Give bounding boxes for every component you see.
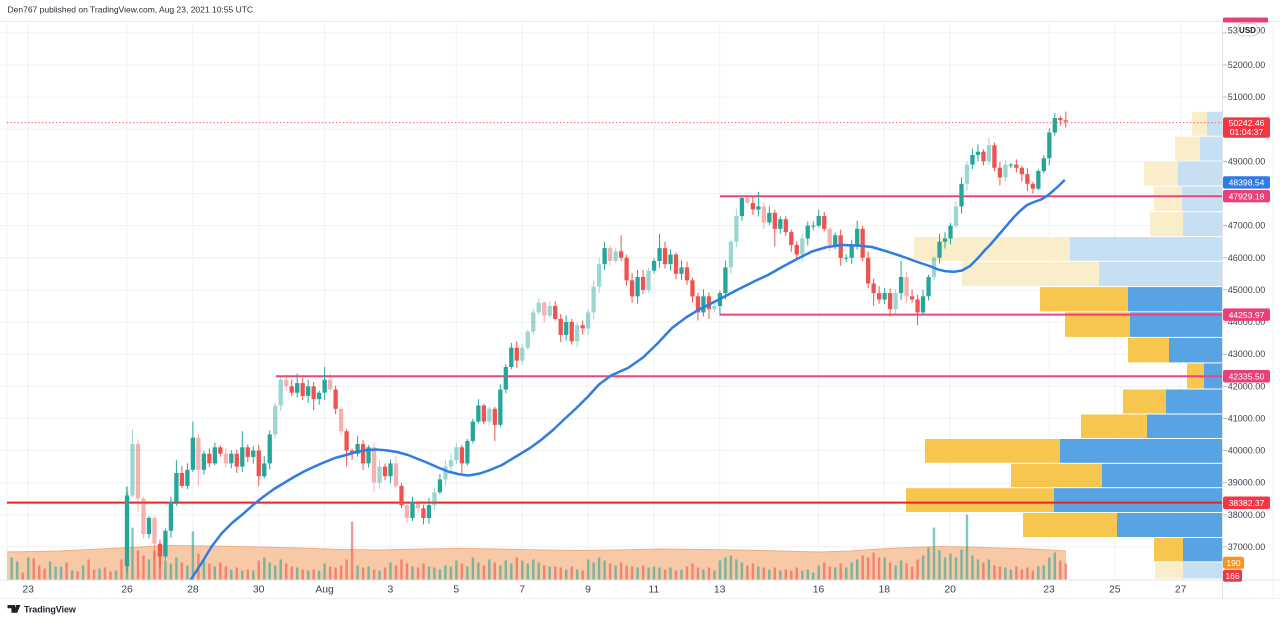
svg-text:42335.50: 42335.50 [1229, 371, 1265, 381]
svg-text:50242.46: 50242.46 [1229, 118, 1265, 128]
svg-text:5: 5 [453, 585, 459, 596]
svg-text:25: 25 [1109, 585, 1121, 596]
svg-text:28: 28 [187, 585, 199, 596]
svg-text:23: 23 [22, 585, 34, 596]
svg-text:38000.00: 38000.00 [1228, 510, 1266, 520]
svg-text:16: 16 [813, 585, 825, 596]
svg-text:30: 30 [253, 585, 265, 596]
svg-text:7: 7 [519, 585, 525, 596]
svg-text:18: 18 [879, 585, 891, 596]
svg-text:23: 23 [1043, 585, 1055, 596]
svg-text:3: 3 [388, 585, 394, 596]
svg-text:42000.00: 42000.00 [1228, 381, 1266, 391]
svg-text:27: 27 [1175, 585, 1187, 596]
svg-text:01:04:37: 01:04:37 [1230, 127, 1264, 137]
svg-text:13: 13 [714, 585, 726, 596]
svg-text:48398.54: 48398.54 [1229, 178, 1265, 188]
svg-text:49000.00: 49000.00 [1228, 156, 1266, 166]
svg-text:39000.00: 39000.00 [1228, 478, 1266, 488]
svg-text:166: 166 [1225, 571, 1239, 581]
svg-text:52000.00: 52000.00 [1228, 60, 1266, 70]
svg-text:44000.00: 44000.00 [1228, 317, 1266, 327]
svg-text:46000.00: 46000.00 [1228, 253, 1266, 263]
svg-text:40000.00: 40000.00 [1228, 446, 1266, 456]
svg-text:45000.00: 45000.00 [1228, 285, 1266, 295]
svg-text:Den767 published on TradingVie: Den767 published on TradingView.com, Aug… [8, 5, 254, 15]
svg-text:47000.00: 47000.00 [1228, 221, 1266, 231]
svg-text:Aug: Aug [315, 585, 334, 596]
svg-text:11: 11 [649, 585, 660, 596]
svg-text:41000.00: 41000.00 [1228, 413, 1266, 423]
svg-text:USD: USD [1239, 26, 1256, 35]
svg-text:190: 190 [1226, 558, 1240, 568]
svg-text:9: 9 [585, 585, 591, 596]
svg-text:51000.00: 51000.00 [1228, 92, 1266, 102]
svg-text:37000.00: 37000.00 [1228, 542, 1266, 552]
svg-text:20: 20 [944, 585, 956, 596]
svg-text:47929.18: 47929.18 [1229, 191, 1265, 201]
svg-text:43000.00: 43000.00 [1228, 349, 1266, 359]
svg-text:38382.37: 38382.37 [1229, 498, 1265, 508]
svg-text:TradingView: TradingView [24, 605, 77, 615]
svg-text:44253.97: 44253.97 [1229, 310, 1265, 320]
svg-text:26: 26 [121, 585, 133, 596]
